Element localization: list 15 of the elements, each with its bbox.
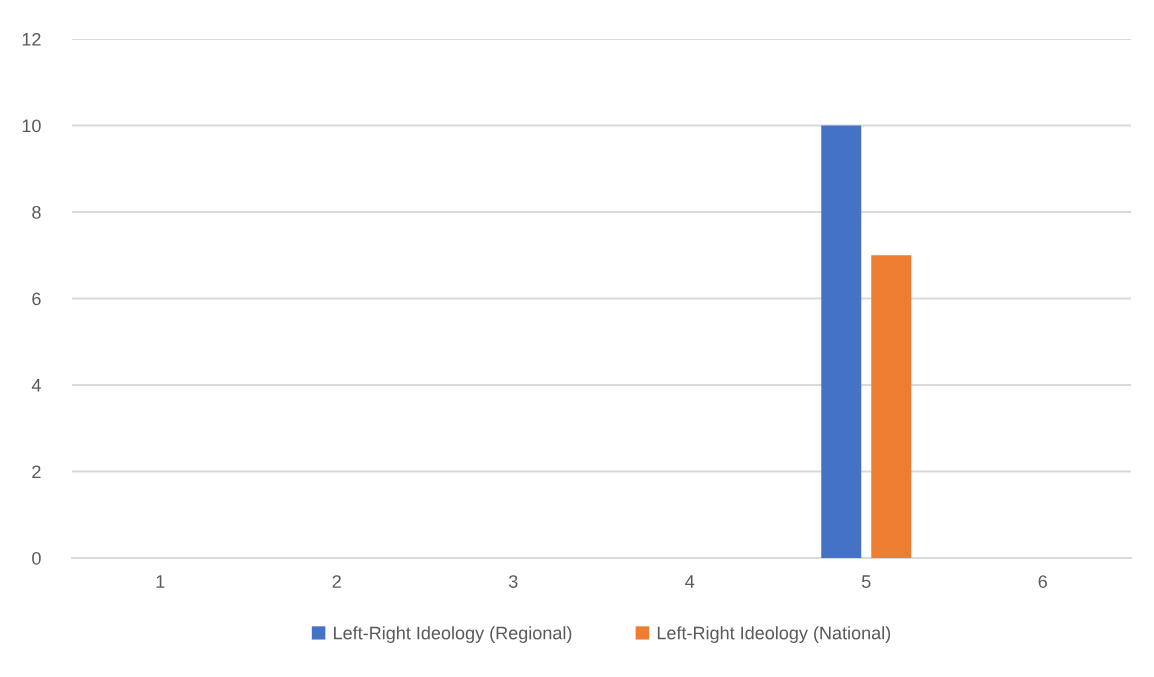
y-tick-label: 2	[32, 465, 41, 479]
legend-label: Left-Right Ideology (National)	[657, 626, 891, 643]
x-tick-label: 6	[1038, 575, 1047, 588]
y-tick-label: 0	[32, 551, 41, 565]
y-tick-label: 12	[22, 32, 41, 46]
legend-label: Left-Right Ideology (Regional)	[334, 626, 572, 643]
y-tick-label: 10	[22, 119, 41, 133]
x-tick-label: 1	[156, 575, 165, 588]
x-tick-label: 2	[332, 575, 341, 588]
y-tick-label: 6	[32, 292, 41, 306]
y-tick-label: 4	[31, 379, 41, 392]
y-tick-label: 8	[32, 205, 41, 219]
x-tick-label: 5	[861, 575, 871, 588]
x-tick-label: 3	[508, 575, 518, 588]
x-tick-label: 4	[685, 575, 695, 588]
